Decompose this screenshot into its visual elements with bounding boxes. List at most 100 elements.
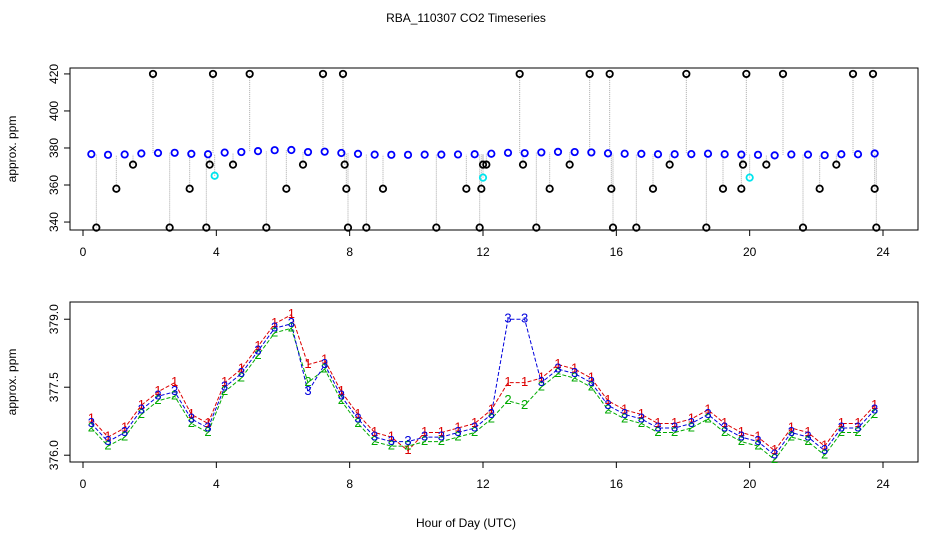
point-marker: 2	[654, 424, 661, 439]
point-marker: 3	[754, 433, 761, 448]
point-marker: 2	[471, 424, 478, 439]
y-tick-label: 377.5	[47, 372, 61, 402]
point-marker: 1	[154, 383, 161, 398]
point-marker: 3	[604, 397, 611, 412]
point-marker: 1	[504, 374, 511, 389]
point	[478, 160, 488, 169]
point	[737, 150, 746, 159]
point-marker: 3	[771, 447, 778, 462]
point	[343, 223, 353, 232]
point-marker: 1	[454, 419, 461, 434]
point	[137, 149, 146, 158]
x-tick-label: 0	[80, 477, 87, 491]
point-marker: 1	[871, 397, 878, 412]
plot-frame	[69, 301, 919, 463]
point-marker: 2	[388, 438, 395, 453]
point-marker: 3	[454, 424, 461, 439]
point-marker: 3	[138, 401, 145, 416]
point-marker: 3	[471, 419, 478, 434]
point	[262, 223, 271, 232]
point	[112, 184, 121, 193]
point-marker: 3	[571, 365, 578, 380]
point-marker: 2	[438, 433, 445, 448]
point-marker: 1	[288, 306, 295, 321]
point-marker: 1	[171, 374, 178, 389]
point-marker: 2	[754, 438, 761, 453]
y-tick-label: 379.0	[47, 304, 61, 334]
x-tick-label: 8	[346, 245, 353, 259]
point-marker: 1	[238, 361, 245, 376]
point-marker: 3	[521, 311, 528, 326]
point-marker: 1	[538, 370, 545, 385]
point-marker: 3	[271, 320, 278, 335]
point-marker: 3	[388, 433, 395, 448]
point-marker: 3	[738, 429, 745, 444]
point	[208, 69, 218, 79]
point-marker: 2	[288, 320, 295, 335]
point-marker: 3	[621, 406, 628, 421]
x-tick-label: 0	[80, 245, 87, 259]
point-marker: 3	[788, 424, 795, 439]
point-marker: 1	[121, 419, 128, 434]
y-tick-label: 380	[47, 138, 61, 158]
point	[87, 149, 96, 159]
point-marker: 1	[838, 415, 845, 430]
point	[608, 223, 618, 232]
point	[607, 184, 616, 193]
point-marker: 1	[771, 442, 778, 457]
point-marker: 2	[238, 370, 245, 385]
point-marker: 1	[721, 415, 728, 430]
point-marker: 3	[638, 410, 645, 425]
point-marker: 2	[454, 429, 461, 444]
point	[403, 150, 413, 159]
point-marker: 2	[704, 410, 711, 425]
point-marker: 2	[121, 429, 128, 444]
x-tick-label: 24	[876, 477, 890, 491]
point	[270, 146, 279, 155]
point	[202, 223, 211, 232]
point	[753, 150, 763, 159]
point	[848, 69, 858, 79]
point-marker: 3	[171, 383, 178, 398]
point-marker: 3	[238, 365, 245, 380]
point	[603, 149, 613, 158]
y-tick-label: 400	[47, 101, 61, 121]
point-marker: 1	[621, 401, 628, 416]
point-marker: 3	[804, 429, 811, 444]
point-marker: 1	[271, 315, 278, 330]
x-tick-label: 20	[743, 477, 757, 491]
point-marker: 1	[671, 415, 678, 430]
point-marker: 2	[804, 433, 811, 448]
point	[387, 150, 396, 159]
point	[762, 160, 771, 169]
point	[337, 148, 346, 158]
point-marker: 2	[771, 451, 778, 466]
x-tick-label: 20	[743, 245, 757, 259]
point-marker: 2	[521, 397, 528, 412]
y-axis-label: approx. ppm	[5, 349, 19, 416]
point	[287, 145, 296, 155]
point	[870, 184, 879, 193]
point	[570, 147, 579, 157]
point-marker: 2	[88, 419, 95, 434]
point	[318, 69, 328, 79]
point-marker: 1	[604, 392, 611, 407]
point-marker: 1	[204, 415, 211, 430]
point-marker: 3	[654, 419, 661, 434]
point	[228, 160, 238, 169]
point-marker: 1	[754, 429, 761, 444]
point-marker: 2	[221, 383, 228, 398]
point-marker: 1	[404, 442, 411, 457]
point-marker: 2	[404, 438, 411, 453]
point-marker: 1	[638, 406, 645, 421]
x-axis-label: Hour of Day (UTC)	[416, 516, 516, 530]
point-marker: 2	[871, 406, 878, 421]
point	[320, 147, 329, 156]
point	[482, 160, 491, 169]
y-axis-label: approx. ppm	[5, 116, 19, 183]
point	[778, 69, 788, 79]
point	[370, 150, 379, 159]
point-marker: 3	[854, 419, 861, 434]
point-marker: 2	[488, 410, 495, 425]
point	[720, 150, 729, 159]
